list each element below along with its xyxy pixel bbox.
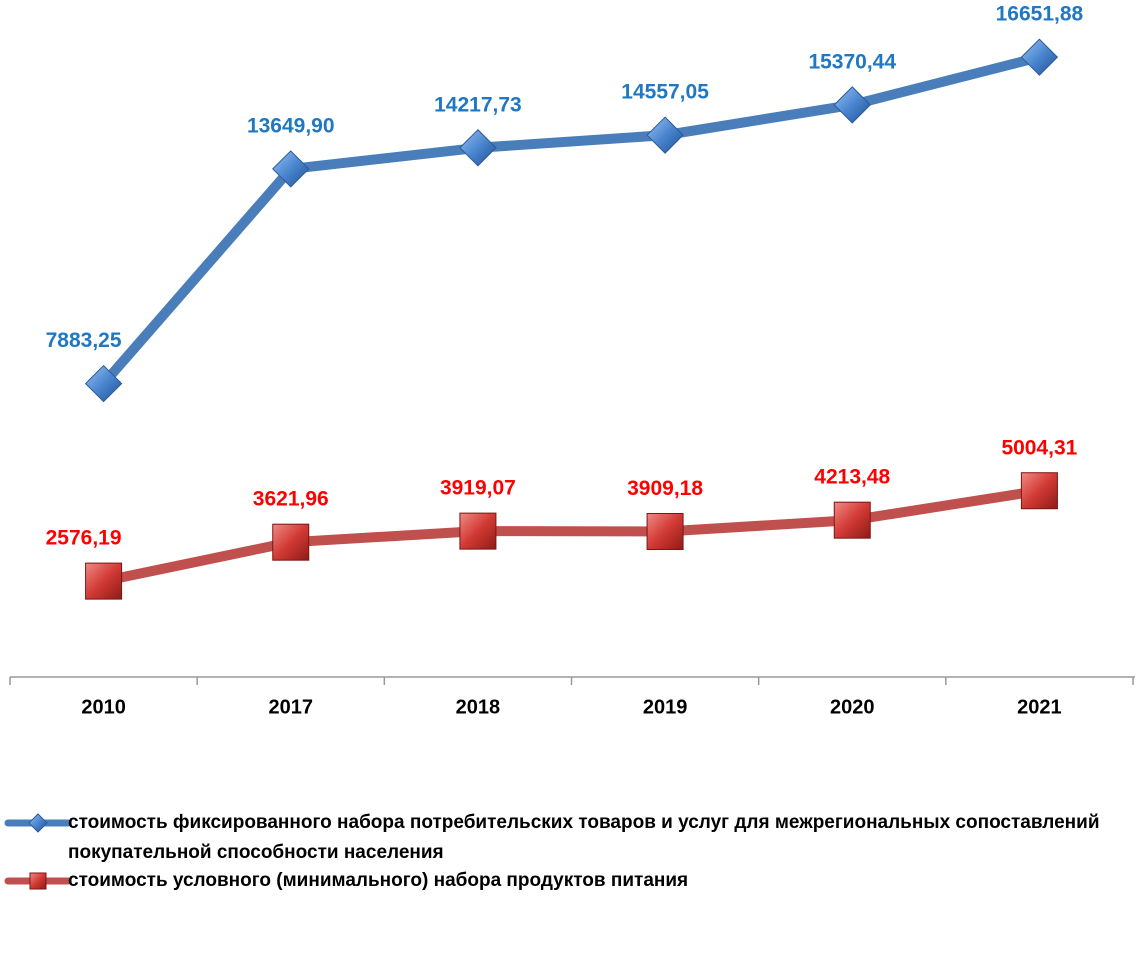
marker [833, 501, 871, 539]
marker [833, 86, 871, 124]
legend-label: стоимость условного (минимального) набор… [68, 870, 689, 891]
data-label: 7883,25 [46, 329, 122, 352]
x-tick-label: 2018 [456, 696, 501, 718]
marker [1020, 472, 1058, 510]
data-label: 13649,90 [247, 114, 335, 137]
data-label: 2576,19 [46, 527, 122, 550]
series-line [99, 52, 1041, 387]
marker [459, 129, 497, 167]
data-label: 14557,05 [621, 81, 709, 104]
x-tick-label: 2021 [1017, 696, 1062, 718]
marker [84, 364, 123, 403]
marker [459, 512, 497, 550]
data-label: 14217,73 [434, 93, 522, 116]
x-tick-label: 2010 [81, 696, 126, 718]
marker [29, 872, 47, 890]
data-label: 15370,44 [808, 50, 896, 73]
data-label: 16651,88 [996, 3, 1084, 26]
marker [272, 523, 310, 561]
data-label: 5004,31 [1001, 436, 1077, 459]
marker [272, 150, 310, 188]
marker [646, 116, 684, 154]
x-tick-label: 2017 [269, 696, 314, 718]
marker [85, 562, 123, 600]
data-label: 3621,96 [253, 488, 329, 511]
series-line [102, 485, 1041, 587]
x-tick-label: 2019 [643, 696, 688, 718]
marker [28, 813, 48, 833]
legend-label: стоимость фиксированного набора потребит… [68, 812, 1100, 863]
data-label: 4213,48 [814, 466, 890, 489]
marker [646, 512, 684, 550]
x-tick-label: 2020 [830, 696, 875, 718]
data-label: 3919,07 [440, 477, 516, 500]
data-label: 3909,18 [627, 477, 703, 500]
marker [1020, 38, 1059, 76]
